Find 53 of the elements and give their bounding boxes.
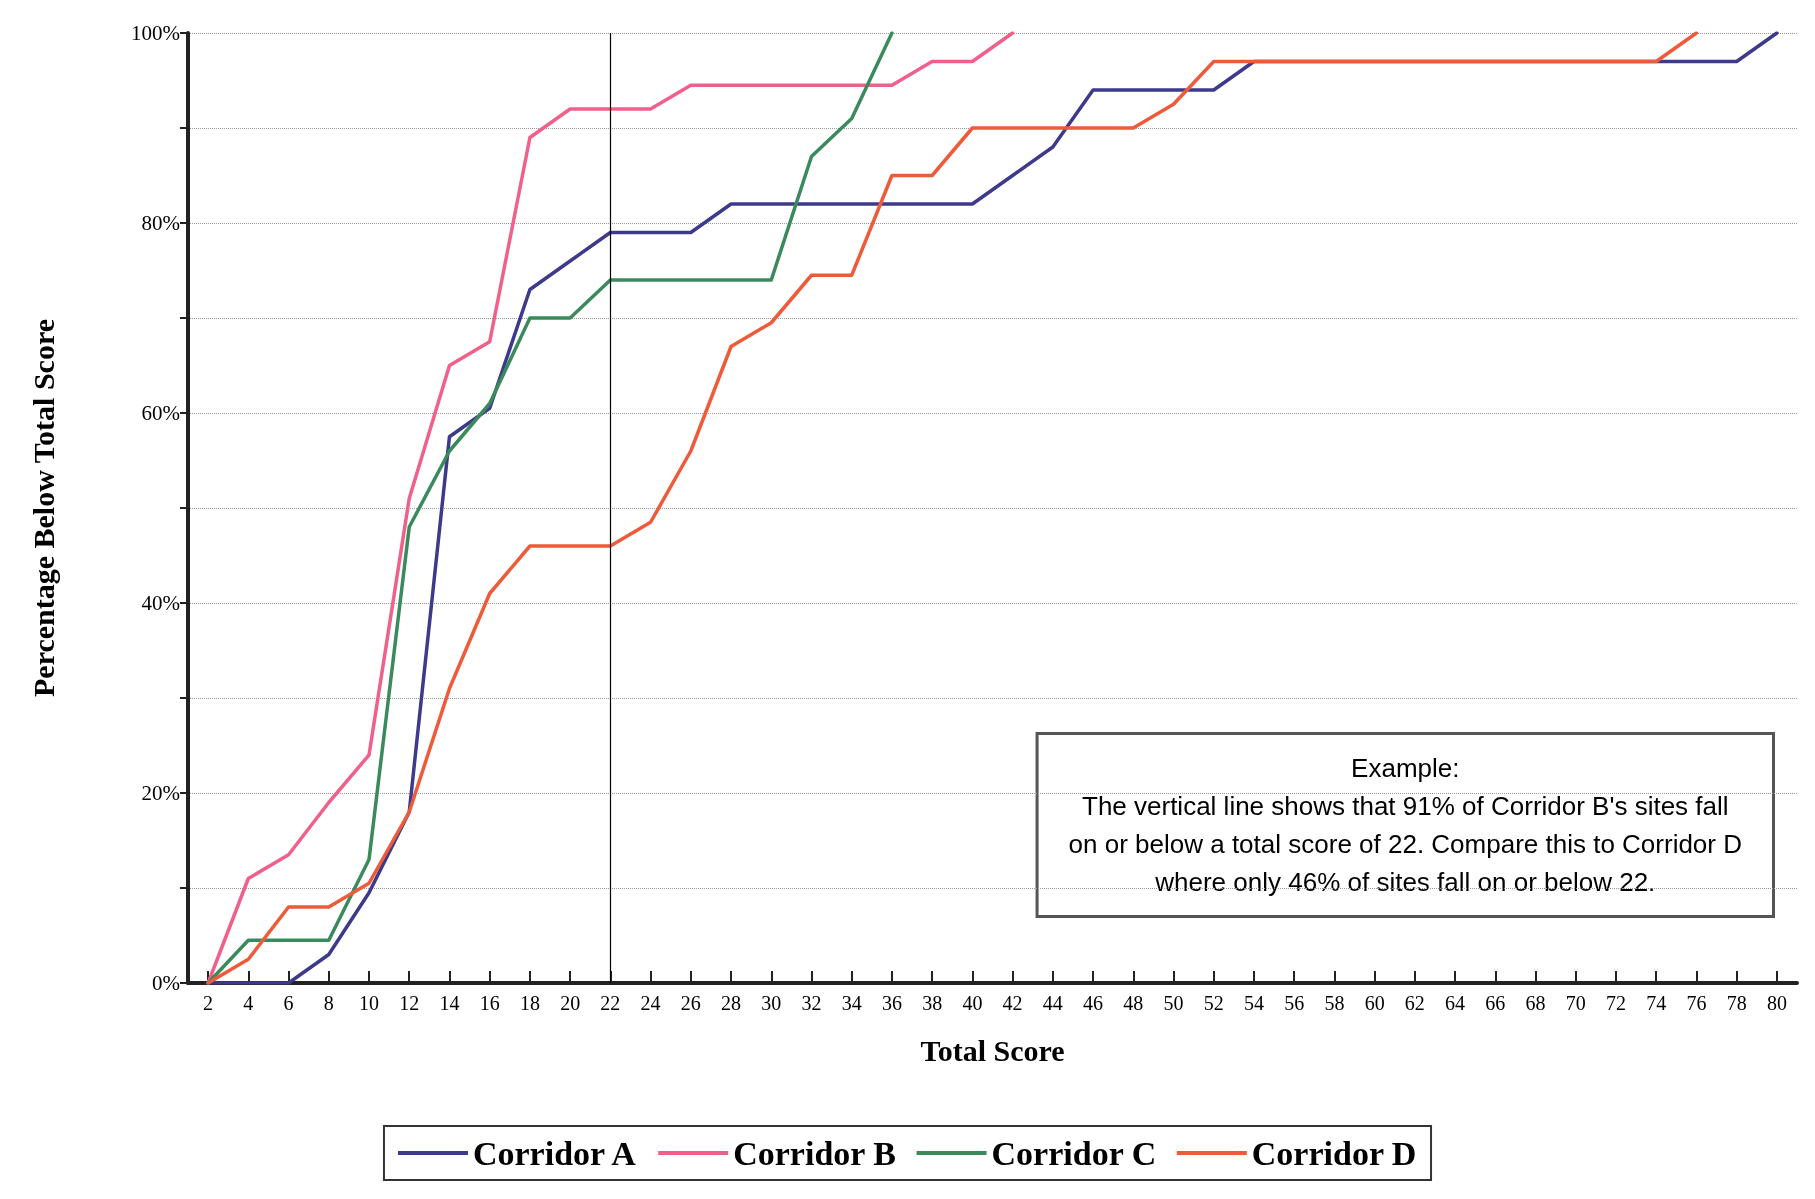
x-tick-label: 62 [1404,992,1425,1014]
y-tick-label: 20% [141,781,180,805]
x-tick-label: 48 [1123,992,1144,1014]
x-tick-label: 2 [203,992,214,1014]
x-tick-label: 10 [359,992,380,1014]
x-axis-title: Total Score [920,1033,1065,1067]
x-tick-label: 6 [283,992,294,1014]
x-tick-label: 56 [1284,992,1305,1014]
x-tick-label: 20 [560,992,581,1014]
x-tick-label: 76 [1686,992,1707,1014]
x-tick-label: 28 [721,992,742,1014]
x-tick-label: 58 [1324,992,1345,1014]
x-tick-label: 60 [1364,992,1385,1014]
x-tick-label: 74 [1646,992,1667,1014]
y-tick-label: 60% [141,401,180,425]
y-axis-title: Percentage Below Total Score [26,319,60,697]
y-tick-label: 80% [141,211,180,235]
x-tick-label: 44 [1042,992,1063,1014]
x-tick-label: 40 [962,992,983,1014]
y-tick-label: 100% [131,21,180,45]
x-tick-label: 64 [1445,992,1466,1014]
x-tick-label: 18 [519,992,540,1014]
x-tick-label: 52 [1203,992,1224,1014]
x-tick-label: 54 [1243,992,1264,1014]
x-tick-label: 46 [1083,992,1104,1014]
legend-label: Corridor D [1251,1134,1417,1172]
x-tick-label: 34 [841,992,862,1014]
x-tick-label: 70 [1565,992,1586,1014]
x-tick-label: 42 [1002,992,1023,1014]
y-tick-label: 0% [152,971,180,995]
x-tick-label: 12 [399,992,420,1014]
x-tick-label: 32 [801,992,822,1014]
legend-label: Corridor B [733,1134,896,1172]
legend-label: Corridor A [472,1134,637,1172]
x-tick-label: 72 [1605,992,1626,1014]
x-tick-label: 30 [761,992,782,1014]
x-tick-label: 4 [243,992,254,1014]
x-tick-label: 66 [1485,992,1506,1014]
x-tick-label: 36 [881,992,902,1014]
x-tick-label: 50 [1163,992,1184,1014]
x-tick-label: 8 [323,992,334,1014]
y-tick-label: 40% [141,591,180,615]
annotation: Example: The vertical line shows that 91% of Corridor B's sites fall on or below a total score of 22. Compare this to Corridor D where only 46% of sites fall on or below 22. [1068,753,1743,897]
x-tick-label: 22 [600,992,621,1014]
legend-label: Corridor C [991,1134,1157,1172]
x-tick-label: 38 [922,992,943,1014]
x-tick-label: 80 [1766,992,1787,1014]
x-tick-label: 16 [479,992,500,1014]
x-tick-label: 78 [1726,992,1747,1014]
x-tick-label: 24 [640,992,661,1014]
x-tick-label: 68 [1525,992,1546,1014]
x-tick-label: 26 [680,992,701,1014]
x-tick-label: 14 [439,992,460,1014]
